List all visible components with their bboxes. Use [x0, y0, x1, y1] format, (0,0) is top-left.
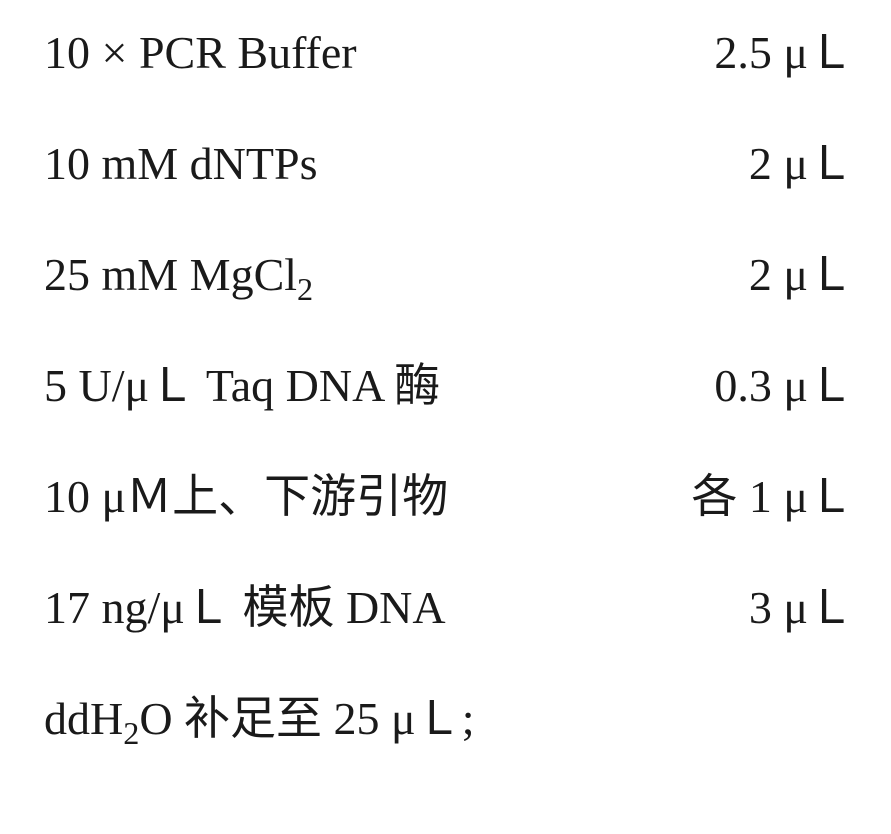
- table-row: 10 μＭ上、下游引物 各 1 μＬ: [44, 472, 891, 583]
- reagent-name: 25 mM MgCl2: [44, 250, 604, 301]
- reagent-volume: 2 μＬ: [604, 139, 854, 190]
- reagent-volume: 各 1 μＬ: [604, 472, 854, 523]
- table-row: 17 ng/μＬ 模板 DNA 3 μＬ: [44, 583, 891, 694]
- reagent-volume: 2.5 μＬ: [604, 28, 854, 79]
- reagent-name: 10 × PCR Buffer: [44, 28, 604, 79]
- reagent-name: ddH2O 补足至 25 μＬ;: [44, 694, 604, 745]
- reagent-name: 10 mM dNTPs: [44, 139, 604, 190]
- table-row: 25 mM MgCl2 2 μＬ: [44, 250, 891, 361]
- table-row: 10 mM dNTPs 2 μＬ: [44, 139, 891, 250]
- reagent-name: 10 μＭ上、下游引物: [44, 472, 604, 523]
- reagent-name: 5 U/μＬ Taq DNA 酶: [44, 361, 604, 412]
- table-row: ddH2O 补足至 25 μＬ;: [44, 694, 891, 745]
- reagent-volume: 3 μＬ: [604, 583, 854, 634]
- pcr-reagent-table: 10 × PCR Buffer 2.5 μＬ 10 mM dNTPs 2 μＬ …: [0, 0, 891, 834]
- table-row: 5 U/μＬ Taq DNA 酶 0.3 μＬ: [44, 361, 891, 472]
- reagent-name: 17 ng/μＬ 模板 DNA: [44, 583, 604, 634]
- reagent-volume: 0.3 μＬ: [604, 361, 854, 412]
- table-row: 10 × PCR Buffer 2.5 μＬ: [44, 28, 891, 139]
- reagent-volume: 2 μＬ: [604, 250, 854, 301]
